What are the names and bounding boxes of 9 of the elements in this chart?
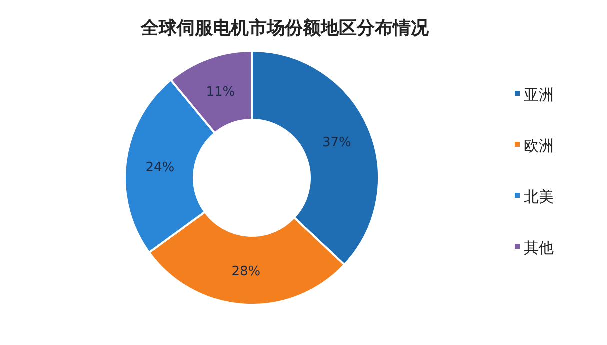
- data-label: 11%: [206, 84, 236, 100]
- data-label: 28%: [232, 264, 261, 280]
- legend-label: 亚洲: [524, 86, 554, 104]
- legend-label: 其他: [524, 239, 554, 257]
- data-label: 24%: [146, 160, 175, 176]
- legend-label: 欧洲: [524, 137, 554, 155]
- chart-title: 全球伺服电机市场份额地区分布情况: [140, 18, 430, 39]
- legend-label: 北美: [524, 188, 554, 206]
- data-label: 37%: [322, 135, 352, 150]
